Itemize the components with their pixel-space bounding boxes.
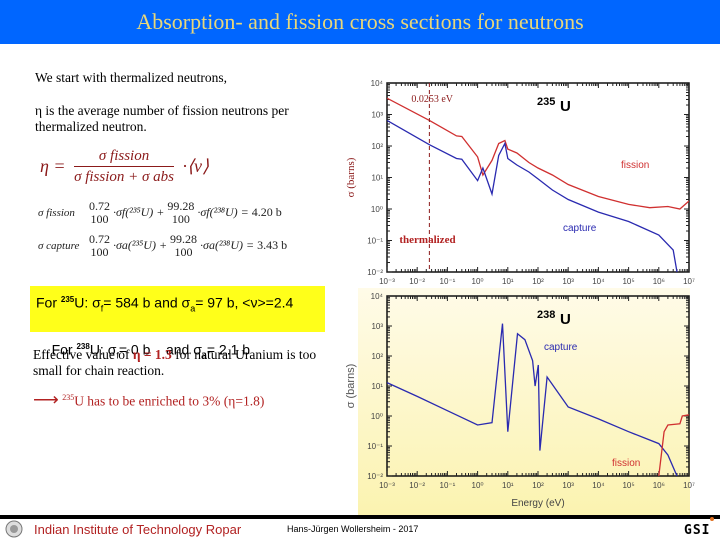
iit-ropar-logo-icon <box>4 519 24 540</box>
u235-values: For 235U: σf= 584 b and σa= 97 b, <ν>=2.… <box>36 294 294 314</box>
svg-text:10⁻³: 10⁻³ <box>379 481 395 490</box>
svg-text:capture: capture <box>563 223 597 234</box>
svg-text:10¹: 10¹ <box>502 481 514 490</box>
u238-values: For 238U: σf= 0 b and σa= 2.1 b <box>51 342 251 361</box>
u235-chart: 10⁻³ 10⁻² 10⁻¹ 10⁰ 10¹ 10² 10³ 10⁴ 10⁵ 10⁶ 10⁷10⁻²… <box>345 79 695 286</box>
svg-text:10⁻³: 10⁻³ <box>379 277 395 286</box>
svg-text:10⁻¹: 10⁻¹ <box>367 237 383 246</box>
svg-text:fission: fission <box>612 458 640 469</box>
svg-text:10⁻¹: 10⁻¹ <box>367 442 383 451</box>
sigma-capture-equation: σ capture 0.72 100 ·σa(²³⁵U) + 99.28 100 ·… <box>38 232 288 259</box>
svg-text:235: 235 <box>537 96 555 108</box>
svg-text:10⁴: 10⁴ <box>371 292 384 301</box>
eta-formula: η = σ fission σ fission + σ abs ·⟨ν⟩ <box>40 146 209 187</box>
slide-title: Absorption- and fission cross sections f… <box>136 9 584 34</box>
svg-text:σ (barns): σ (barns) <box>345 364 357 409</box>
u238-chart: 10⁻³ 10⁻² 10⁻¹ 10⁰ 10¹ 10² 10³ 10⁴ 10⁵ 10⁶ 10⁷10⁻²… <box>345 292 695 509</box>
eta-numerator: σ fission <box>98 148 150 164</box>
highlight-box: For 235U: σf= 584 b and σa= 97 b, <ν>=2.… <box>30 286 325 361</box>
svg-text:U: U <box>560 98 571 115</box>
svg-text:10⁻¹: 10⁻¹ <box>440 277 456 286</box>
svg-text:10⁶: 10⁶ <box>653 481 665 490</box>
svg-text:10²: 10² <box>532 277 544 286</box>
svg-text:10⁴: 10⁴ <box>371 79 384 88</box>
svg-text:10¹: 10¹ <box>502 277 514 286</box>
svg-text:10²: 10² <box>371 142 383 151</box>
eta-value: η = 1.3 <box>132 347 172 362</box>
svg-text:thermalized: thermalized <box>399 234 455 246</box>
svg-text:10²: 10² <box>371 352 383 361</box>
sigma-fission-equation: σ fission 0.72 100 ·σf(²³⁵U) + 99.28 100 ·… <box>38 199 282 226</box>
cross-section-charts: 10⁻³ 10⁻² 10⁻¹ 10⁰ 10¹ 10² 10³ 10⁴ 10⁵ 10⁶ 10⁷10⁻²… <box>345 79 695 515</box>
eta-denominator: σ fission + σ abs <box>74 166 175 187</box>
svg-text:10⁷: 10⁷ <box>683 481 695 490</box>
footer-author: Hans-Jürgen Wollersheim - 2017 <box>287 524 419 534</box>
svg-text:10⁻²: 10⁻² <box>367 472 383 481</box>
eta-factor: ·⟨ν⟩ <box>182 156 210 176</box>
enrichment-conclusion: ⟶ 235U has to be enriched to 3% (η=1.8) <box>33 389 265 410</box>
eta-definition: η is the average number of fission neutr… <box>35 103 289 134</box>
svg-text:0.0253 eV: 0.0253 eV <box>411 94 453 105</box>
svg-text:Energy (eV): Energy (eV) <box>511 498 564 509</box>
svg-text:10³: 10³ <box>562 277 574 286</box>
svg-text:U: U <box>560 311 571 328</box>
svg-text:capture: capture <box>544 342 578 353</box>
svg-text:σ (barns): σ (barns) <box>345 157 357 197</box>
svg-text:10²: 10² <box>532 481 544 490</box>
svg-text:10⁰: 10⁰ <box>472 481 484 490</box>
effective-value-text: Effective value of η = 1.3 for natural U… <box>33 347 317 378</box>
svg-text:10⁶: 10⁶ <box>653 277 665 286</box>
svg-text:10¹: 10¹ <box>371 174 383 183</box>
arrow-right-icon: ⟶ <box>33 389 59 410</box>
svg-text:10⁻²: 10⁻² <box>409 277 425 286</box>
svg-text:10⁷: 10⁷ <box>683 277 695 286</box>
svg-text:10⁻²: 10⁻² <box>367 268 383 277</box>
svg-text:10⁰: 10⁰ <box>472 277 484 286</box>
svg-text:238: 238 <box>537 309 555 321</box>
footer-divider <box>0 515 720 519</box>
svg-text:10⁰: 10⁰ <box>371 205 383 214</box>
svg-text:10³: 10³ <box>371 111 383 120</box>
footer-institute: Indian Institute of Technology Ropar <box>34 522 242 537</box>
svg-text:10⁴: 10⁴ <box>592 277 605 286</box>
svg-text:fission: fission <box>621 160 649 171</box>
svg-text:10⁵: 10⁵ <box>622 277 634 286</box>
intro-text: We start with thermalized neutrons, <box>35 70 227 85</box>
svg-text:10⁻¹: 10⁻¹ <box>440 481 456 490</box>
eta-lhs: η = <box>40 156 66 176</box>
svg-text:10¹: 10¹ <box>371 382 383 391</box>
svg-text:10³: 10³ <box>371 322 383 331</box>
slide-title-bar: Absorption- and fission cross sections f… <box>0 0 720 44</box>
svg-text:10⁴: 10⁴ <box>592 481 605 490</box>
svg-text:10⁰: 10⁰ <box>371 412 383 421</box>
svg-text:10⁻²: 10⁻² <box>409 481 425 490</box>
svg-text:10³: 10³ <box>562 481 574 490</box>
svg-text:10⁵: 10⁵ <box>622 481 634 490</box>
